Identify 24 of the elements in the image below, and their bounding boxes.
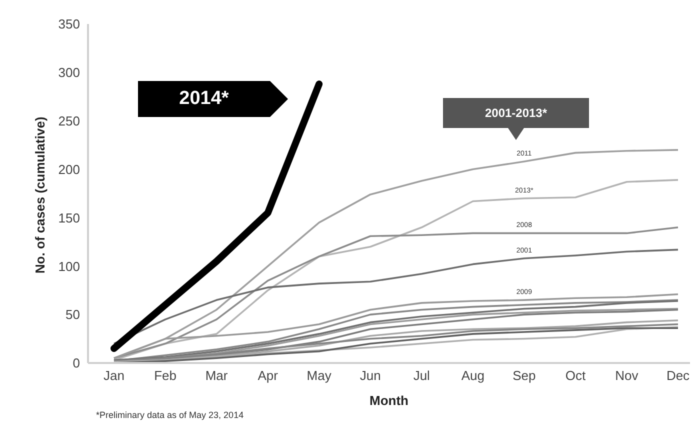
- x-tick-label: May: [306, 368, 332, 384]
- text: 2014*: [178, 87, 230, 111]
- x-tick-label: Mar: [205, 368, 228, 384]
- y-tick-label: 250: [58, 113, 80, 128]
- x-tick-label: Jan: [104, 368, 124, 384]
- x-tick-label: Jun: [360, 368, 381, 384]
- y-tick-label: 150: [58, 210, 80, 226]
- y-axis-title: No. of cases (cumulative): [32, 116, 48, 274]
- x-tick-label: Aug: [461, 368, 484, 384]
- x-tick-label: Oct: [565, 368, 586, 384]
- x-tick-label: Sep: [512, 368, 536, 384]
- y-tick-label: 50: [66, 307, 80, 322]
- y-tick-label: 0: [72, 356, 80, 371]
- x-axis-title: Month: [370, 393, 409, 408]
- x-tick-label: Nov: [615, 368, 639, 384]
- y-tick-label: 350: [58, 16, 80, 32]
- text: *Preliminary data as of May 23, 2014: [96, 410, 244, 420]
- y-tick-label: 200: [58, 162, 80, 177]
- x-tick-label: Feb: [154, 368, 176, 384]
- x-tick-label: Jul: [413, 368, 430, 384]
- x-tick-label: Dec: [666, 368, 690, 384]
- x-tick-label: Apr: [258, 368, 279, 384]
- y-tick-label: 100: [58, 258, 80, 274]
- y-tick-label: 300: [58, 65, 80, 80]
